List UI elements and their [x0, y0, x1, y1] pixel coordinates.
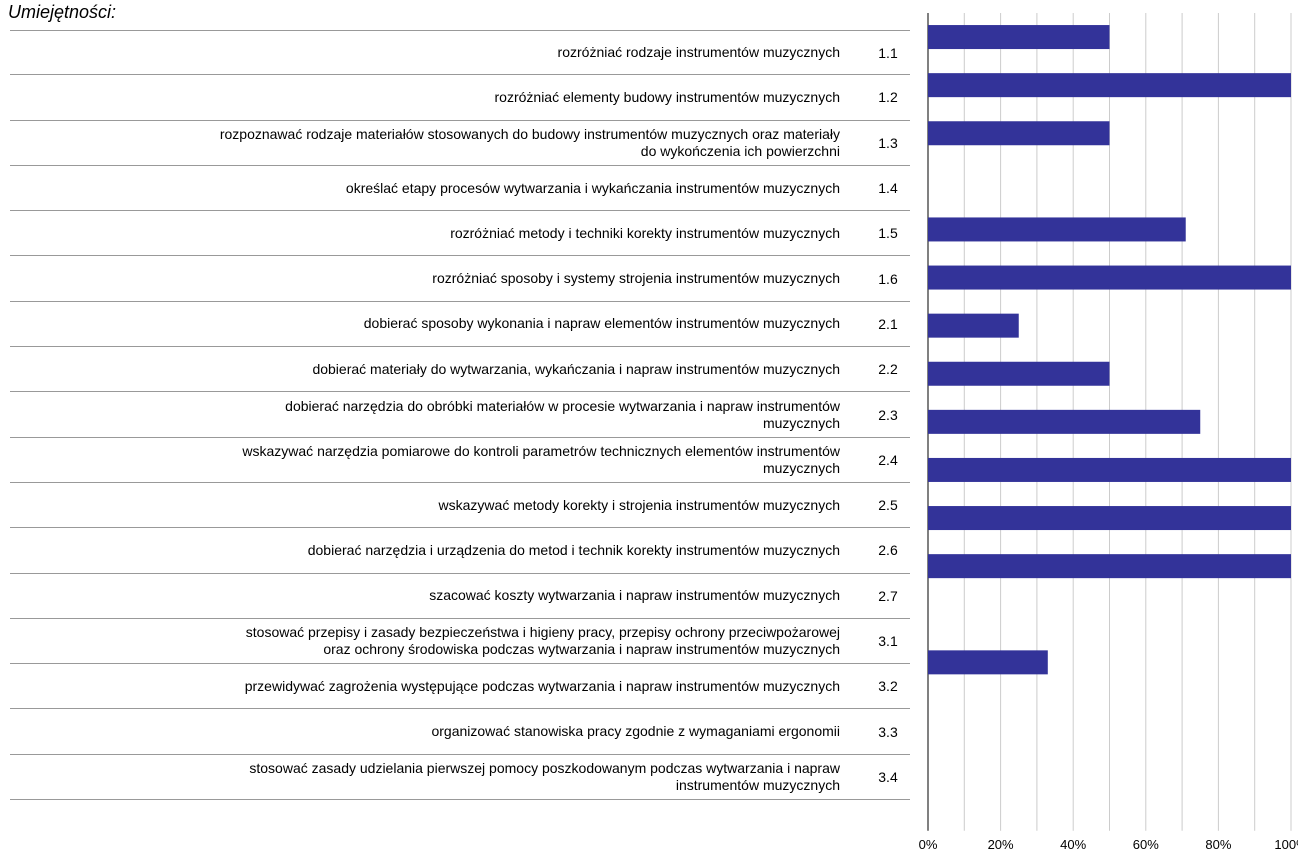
- skill-label: rozróżniać sposoby i systemy strojenia i…: [432, 270, 840, 287]
- skill-label: wskazywać narzędzia pomiarowe do kontrol…: [242, 442, 840, 476]
- skill-code: 1.3: [878, 134, 898, 151]
- bar: [928, 650, 1048, 675]
- bar: [928, 457, 1291, 482]
- table-row: rozróżniać metody i techniki korekty ins…: [10, 211, 910, 257]
- skill-code: 2.7: [878, 587, 898, 604]
- x-tick-label: 0%: [919, 837, 938, 852]
- skill-code: 3.1: [878, 633, 898, 650]
- skill-code: 2.1: [878, 315, 898, 332]
- skill-label: dobierać sposoby wykonania i napraw elem…: [363, 315, 840, 332]
- skill-code: 1.6: [878, 270, 898, 287]
- table-row: stosować zasady udzielania pierwszej pom…: [10, 755, 910, 801]
- x-tick-label: 100%: [1274, 837, 1298, 852]
- table-row: szacować koszty wytwarzania i napraw ins…: [10, 574, 910, 619]
- skill-label: rozróżniać rodzaje instrumentów muzyczny…: [557, 44, 840, 61]
- x-tick-label: 40%: [1060, 837, 1086, 852]
- table-row: dobierać narzędzia do obróbki materiałów…: [10, 392, 910, 438]
- skill-label: rozróżniać elementy budowy instrumentów …: [494, 88, 840, 105]
- table-row: dobierać materiały do wytwarzania, wykań…: [10, 347, 910, 393]
- skill-code: 2.3: [878, 406, 898, 423]
- bar: [928, 25, 1110, 50]
- skill-label: szacować koszty wytwarzania i napraw ins…: [429, 587, 840, 604]
- skill-label: stosować przepisy i zasady bezpieczeństw…: [245, 624, 840, 658]
- skill-code: 2.5: [878, 497, 898, 514]
- table-row: stosować przepisy i zasady bezpieczeństw…: [10, 619, 910, 665]
- skill-code: 2.6: [878, 542, 898, 559]
- skill-code: 2.2: [878, 361, 898, 378]
- skill-label: określać etapy procesów wytwarzania i wy…: [345, 179, 840, 196]
- skill-label: dobierać narzędzia i urządzenia do metod…: [307, 541, 840, 558]
- skill-code: 2.4: [878, 451, 898, 468]
- skill-label: organizować stanowiska pracy zgodnie z w…: [431, 723, 840, 740]
- table-row: rozróżniać sposoby i systemy strojenia i…: [10, 257, 910, 302]
- skill-code: 1.4: [878, 180, 898, 197]
- bar: [928, 554, 1291, 579]
- x-tick-label: 20%: [988, 837, 1014, 852]
- table-row: dobierać sposoby wykonania i napraw elem…: [10, 302, 910, 348]
- skill-code: 1.1: [878, 44, 898, 61]
- bar: [928, 506, 1291, 531]
- skill-label: dobierać materiały do wytwarzania, wykań…: [312, 360, 840, 377]
- skill-label: przewidywać zagrożenia występujące podcz…: [244, 677, 840, 694]
- skill-code: 3.4: [878, 768, 898, 785]
- table-row: organizować stanowiska pracy zgodnie z w…: [10, 710, 910, 755]
- skill-code: 1.5: [878, 225, 898, 242]
- x-tick-label: 60%: [1133, 837, 1159, 852]
- x-tick-label: 80%: [1205, 837, 1231, 852]
- skill-code: 3.2: [878, 678, 898, 695]
- bar: [928, 409, 1201, 434]
- bar: [928, 265, 1291, 290]
- table-row: rozróżniać rodzaje instrumentów muzyczny…: [10, 30, 910, 76]
- bar: [928, 313, 1019, 338]
- table-row: przewidywać zagrożenia występujące podcz…: [10, 664, 910, 710]
- skill-code: 1.2: [878, 89, 898, 106]
- title: Umiejętności:: [8, 2, 117, 22]
- table-row: rozróżniać elementy budowy instrumentów …: [10, 75, 910, 121]
- bar: [928, 217, 1186, 242]
- skill-label: wskazywać metody korekty i strojenia ins…: [438, 496, 840, 513]
- table-row: określać etapy procesów wytwarzania i wy…: [10, 166, 910, 212]
- skill-label: rozpoznawać rodzaje materiałów stosowany…: [219, 125, 840, 159]
- table-row: wskazywać metody korekty i strojenia ins…: [10, 483, 910, 529]
- skill-code: 3.3: [878, 723, 898, 740]
- table-row: rozpoznawać rodzaje materiałów stosowany…: [10, 121, 910, 166]
- table-row: dobierać narzędzia i urządzenia do metod…: [10, 528, 910, 574]
- skill-label: rozróżniać metody i techniki korekty ins…: [450, 224, 840, 241]
- skill-label: stosować zasady udzielania pierwszej pom…: [249, 759, 840, 793]
- bar: [928, 361, 1110, 386]
- bar: [928, 73, 1291, 98]
- bar: [928, 121, 1110, 146]
- skill-label: dobierać narzędzia do obróbki materiałów…: [285, 397, 840, 431]
- table-row: wskazywać narzędzia pomiarowe do kontrol…: [10, 438, 910, 483]
